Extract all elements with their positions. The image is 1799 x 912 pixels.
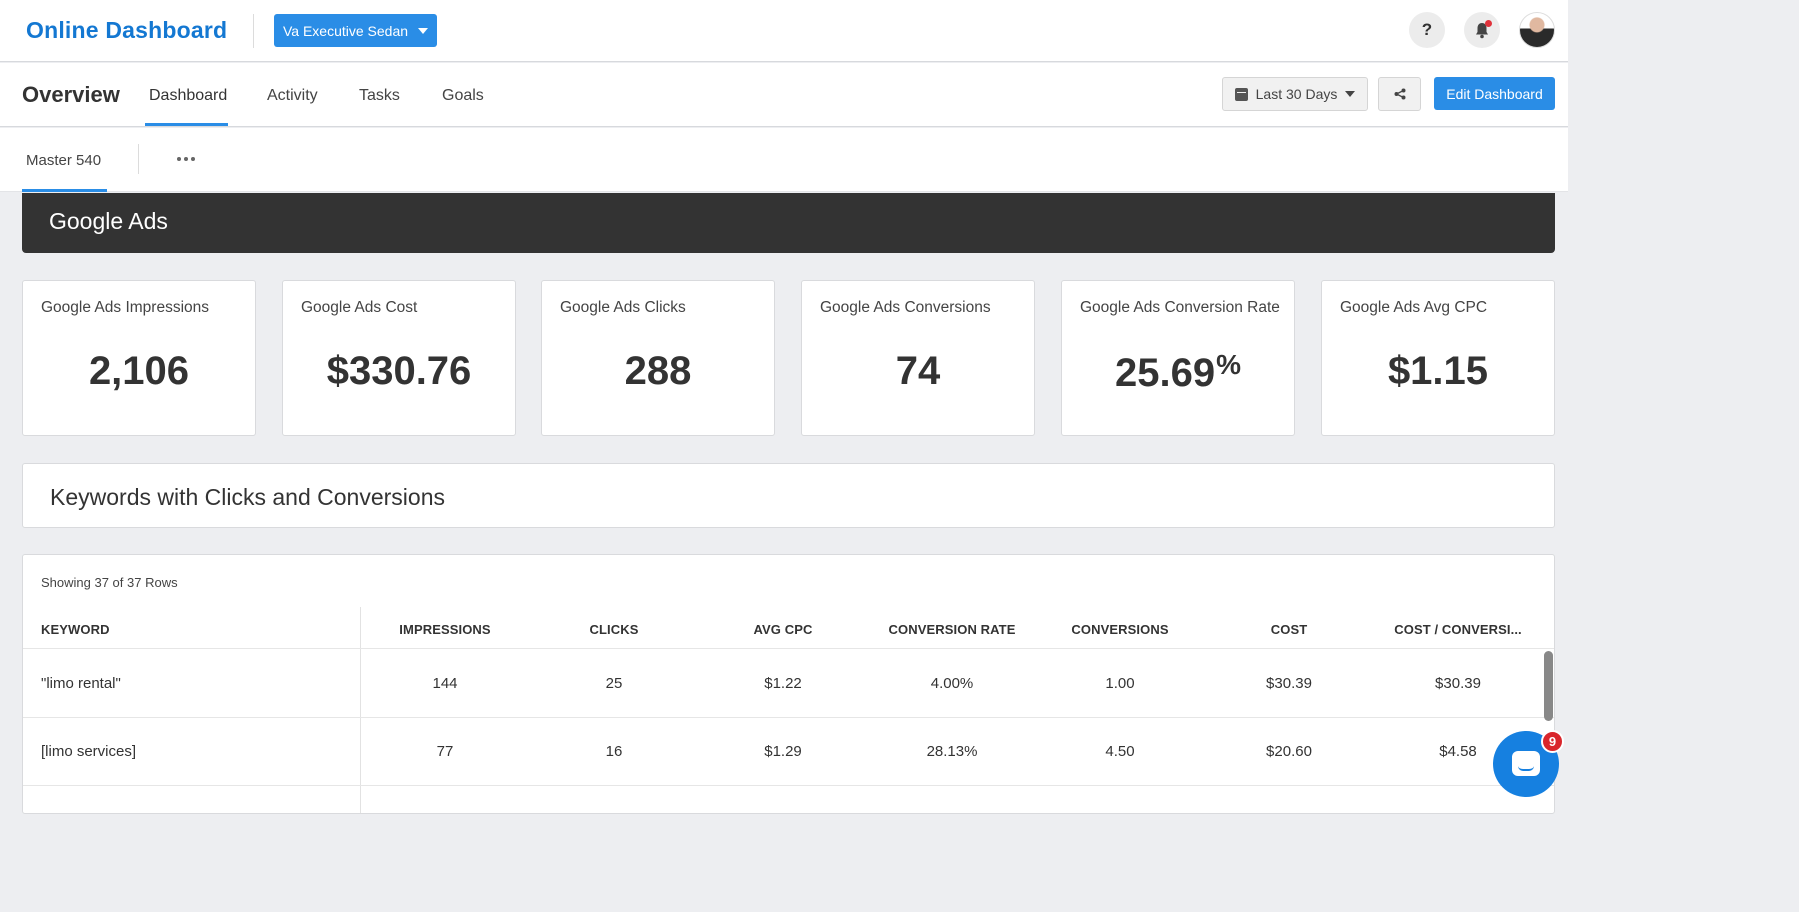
share-icon	[1394, 88, 1405, 100]
column-header-cost-per-conversion[interactable]: COST / CONVERSI...	[1394, 622, 1522, 637]
column-header-cost[interactable]: COST	[1270, 622, 1308, 637]
cell-conversions: 1.00	[1105, 675, 1135, 692]
kpi-card-conversion-rate: Google Ads Conversion Rate 25.69%	[1061, 280, 1295, 436]
cell-keyword: "limo rental"	[41, 675, 121, 692]
keywords-widget-header: Keywords with Clicks and Conversions	[22, 463, 1555, 528]
kpi-value: 288	[624, 349, 692, 393]
kpi-card-clicks: Google Ads Clicks 288	[541, 280, 775, 436]
notification-dot	[1485, 20, 1492, 27]
column-header-impressions[interactable]: IMPRESSIONS	[399, 622, 491, 637]
column-header-conversion-rate[interactable]: CONVERSION RATE	[888, 622, 1016, 637]
cell-cost-per-conversion: $4.58	[1439, 743, 1477, 760]
kpi-label: Google Ads Avg CPC	[1340, 299, 1488, 316]
keyword-column-divider	[360, 607, 361, 813]
cell-impressions: 77	[436, 743, 454, 760]
notifications-button[interactable]	[1464, 12, 1500, 48]
column-header-keyword[interactable]: KEYWORD	[41, 622, 110, 637]
cell-clicks: 16	[605, 743, 623, 760]
help-icon: ?	[1421, 20, 1433, 39]
calendar-icon	[1234, 87, 1248, 101]
table-scrollbar[interactable]	[1544, 651, 1553, 721]
dot-icon	[184, 157, 188, 161]
edit-dashboard-button[interactable]: Edit Dashboard	[1434, 77, 1555, 110]
kpi-card-conversions: Google Ads Conversions 74	[801, 280, 1035, 436]
date-range-label: Last 30 Days	[1255, 86, 1338, 102]
active-subtab-indicator	[22, 189, 107, 192]
tab-activity[interactable]: Activity	[267, 87, 318, 104]
client-selector-button[interactable]: Va Executive Sedan	[274, 14, 437, 47]
section-title: Google Ads	[49, 208, 168, 234]
share-button[interactable]	[1378, 77, 1421, 111]
cell-conversion-rate: 4.00%	[930, 675, 974, 692]
client-selector-label: Va Executive Sedan	[282, 22, 409, 39]
brand-title[interactable]: Online Dashboard	[26, 17, 228, 43]
kpi-suffix: %	[1216, 349, 1241, 380]
kpi-label: Google Ads Clicks	[560, 299, 686, 316]
cell-conversion-rate: 28.13%	[926, 743, 978, 760]
column-header-clicks[interactable]: CLICKS	[589, 622, 639, 637]
section-header: Google Ads	[22, 193, 1555, 253]
top-header: Online Dashboard Va Executive Sedan ?	[0, 0, 1568, 62]
sub-nav-bar: Master 540	[0, 128, 1568, 192]
kpi-label: Google Ads Conversions	[820, 299, 991, 316]
kpi-card-impressions: Google Ads Impressions 2,106	[22, 280, 256, 436]
subnav-divider	[138, 144, 139, 174]
tab-goals[interactable]: Goals	[442, 87, 484, 104]
kpi-label: Google Ads Conversion Rate	[1080, 299, 1280, 316]
active-tab-indicator	[145, 123, 228, 126]
kpi-card-cost: Google Ads Cost $330.76	[282, 280, 516, 436]
cell-avg-cpc: $1.22	[764, 675, 802, 692]
cell-clicks: 25	[605, 675, 623, 692]
tab-master-540[interactable]: Master 540	[26, 152, 102, 169]
tab-dashboard[interactable]: Dashboard	[149, 87, 228, 104]
cell-cost-per-conversion: $30.39	[1435, 675, 1481, 692]
kpi-card-avg-cpc: Google Ads Avg CPC $1.15	[1321, 280, 1555, 436]
keywords-table: Showing 37 of 37 Rows KEYWORD IMPRESSION…	[22, 554, 1555, 814]
chat-icon	[1512, 751, 1540, 776]
header-divider	[253, 14, 254, 48]
chat-unread-badge: 9	[1541, 730, 1564, 753]
avatar[interactable]	[1519, 12, 1555, 48]
page-title: Overview	[22, 82, 120, 107]
cell-conversions: 4.50	[1105, 743, 1135, 760]
table-header: KEYWORD IMPRESSIONS CLICKS AVG CPC CONVE…	[23, 611, 1554, 649]
kpi-value: 25.69%	[1062, 349, 1294, 396]
table-row: "limo rental" 144 25 $1.22 4.00% 1.00 $3…	[23, 650, 1554, 718]
cell-cost: $20.60	[1266, 743, 1312, 760]
kpi-value: 74	[895, 349, 941, 393]
tab-tasks[interactable]: Tasks	[359, 87, 400, 104]
more-options-button[interactable]	[172, 150, 200, 168]
kpi-label: Google Ads Impressions	[41, 299, 210, 316]
cell-avg-cpc: $1.29	[764, 743, 802, 760]
kpi-label: Google Ads Cost	[301, 299, 418, 316]
cell-keyword: [limo services]	[41, 743, 137, 760]
caret-down-icon	[1345, 91, 1356, 97]
kpi-value: $330.76	[326, 349, 472, 393]
dot-icon	[177, 157, 181, 161]
column-header-avg-cpc[interactable]: AVG CPC	[753, 622, 813, 637]
cell-impressions: 144	[432, 675, 458, 692]
dot-icon	[191, 157, 195, 161]
rows-count: Showing 37 of 37 Rows	[41, 575, 178, 590]
chat-launcher-button[interactable]	[1493, 731, 1559, 797]
cell-cost: $30.39	[1266, 675, 1312, 692]
table-row: [limo services] 77 16 $1.29 28.13% 4.50 …	[23, 718, 1554, 786]
kpi-value: $1.15	[1387, 349, 1489, 393]
column-header-conversions[interactable]: CONVERSIONS	[1071, 622, 1169, 637]
date-range-button[interactable]: Last 30 Days	[1222, 77, 1368, 111]
keywords-title: Keywords with Clicks and Conversions	[50, 484, 445, 510]
kpi-number: 25.69	[1114, 351, 1216, 395]
kpi-value: 2,106	[88, 349, 190, 393]
caret-down-icon	[418, 27, 429, 34]
help-button[interactable]: ?	[1409, 12, 1445, 48]
nav-bar: Overview Dashboard Activity Tasks Goals …	[0, 63, 1568, 127]
